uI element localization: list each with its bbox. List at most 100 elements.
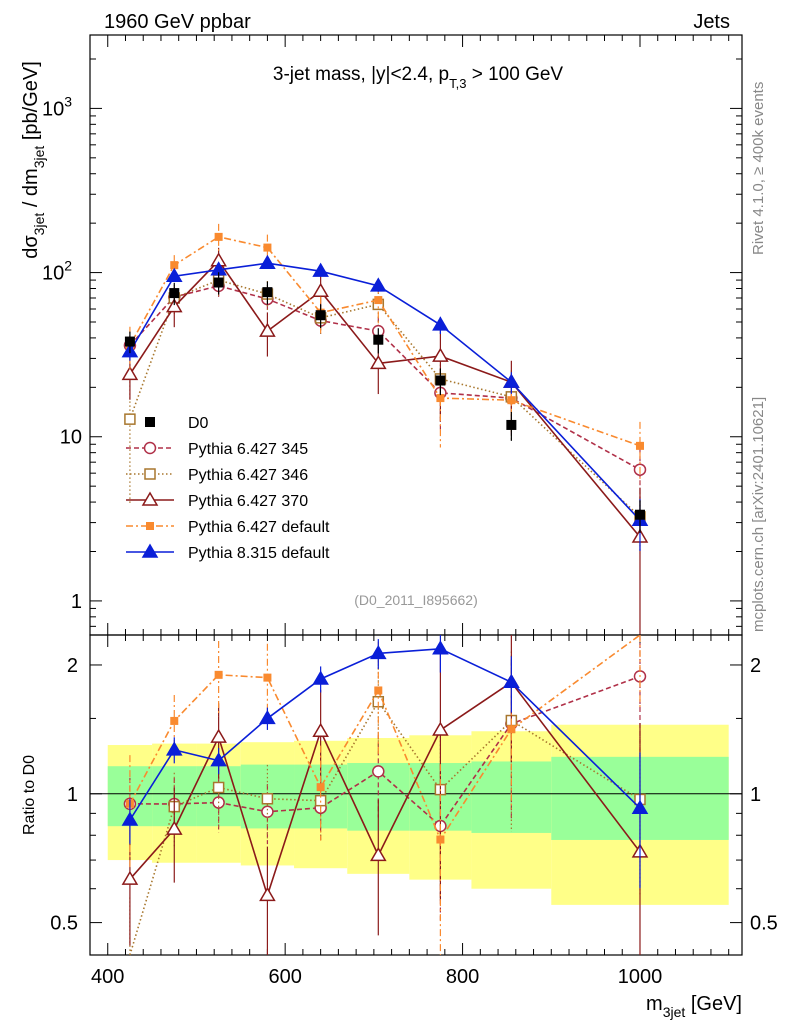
legend-item: D0 — [145, 415, 209, 432]
ratio-point — [316, 783, 325, 792]
legend-item: Pythia 6.427 346 — [126, 467, 308, 484]
data-point — [170, 261, 179, 270]
data-point — [374, 296, 383, 305]
legend-item: Pythia 6.427 345 — [126, 441, 308, 458]
data-point — [503, 373, 520, 388]
ratio-point — [212, 781, 225, 794]
ratio-point — [507, 725, 516, 734]
ratio-point — [369, 644, 387, 660]
data-point — [263, 243, 272, 252]
legend-marker — [145, 417, 155, 427]
data-point — [121, 365, 139, 381]
ratio-point — [312, 670, 329, 685]
ratio-series-3 — [125, 634, 641, 955]
d0-point — [262, 287, 273, 298]
d0-point — [213, 277, 224, 288]
x-tick-label: 400 — [91, 966, 124, 988]
legend-label: Pythia 6.427 345 — [188, 441, 308, 458]
d0-point — [435, 375, 446, 386]
ratio-point — [312, 722, 329, 738]
legend-item: Pythia 8.315 default — [126, 543, 330, 562]
data-point — [507, 396, 516, 405]
ratio-point — [261, 805, 274, 818]
d0-point — [373, 334, 384, 345]
y-tick-label: 102 — [42, 258, 72, 285]
d0-point — [169, 288, 180, 299]
ratio-tick-label-right: 1 — [750, 784, 761, 806]
data-point — [369, 277, 387, 292]
y-tick-label: 10 — [60, 427, 82, 449]
ratio-point — [214, 670, 223, 679]
data-point — [436, 394, 445, 403]
data-point — [259, 322, 276, 337]
legend-label: Pythia 6.427 346 — [188, 467, 308, 484]
ratio-point — [436, 835, 445, 844]
ratio-point — [210, 752, 227, 767]
ratio-point — [210, 728, 227, 743]
legend-label: Pythia 6.427 370 — [188, 493, 308, 510]
main-title: 3-jet mass, |y|<2.4, pT,3 > 100 GeV — [273, 64, 564, 91]
x-tick-label: 600 — [268, 966, 301, 988]
legend-marker — [141, 543, 159, 558]
ratio-series-line — [129, 634, 641, 842]
series-4 — [121, 254, 649, 551]
ratio-point — [170, 716, 179, 725]
ratio-point — [259, 709, 276, 725]
ratio-frame — [89, 634, 743, 956]
rivet-version-label: Rivet 4.1.0, ≥ 400k events — [750, 82, 767, 255]
ratio-point — [259, 886, 276, 902]
data-point — [165, 267, 183, 282]
ratio-point — [369, 846, 387, 862]
d0-point — [315, 310, 326, 321]
mcplots-label: mcplots.cern.ch [arXiv:2401.10621] — [750, 397, 767, 632]
ratio-series-line — [129, 675, 641, 828]
data-point — [312, 262, 329, 277]
legend-marker — [146, 522, 154, 530]
ratio-y-axis-label: Ratio to D0 — [21, 755, 38, 835]
ratio-point — [165, 820, 183, 835]
legend-marker — [144, 468, 156, 480]
ratio-panel: 400 600 800 1000 0.5 0.5 1 1 2 2 — [50, 634, 778, 988]
legend-label: D0 — [188, 415, 209, 432]
legend-marker — [143, 441, 157, 455]
x-axis-label: m3jet [GeV] — [646, 993, 742, 1020]
ratio-tick-label: 0.5 — [50, 913, 78, 935]
data-point — [124, 413, 136, 425]
data-point — [369, 354, 387, 370]
ratio-tick-label: 2 — [67, 655, 78, 677]
ratio-point — [372, 765, 385, 778]
ratio-point — [432, 721, 449, 736]
data-point — [214, 232, 223, 241]
legend-label: Pythia 8.315 default — [188, 545, 330, 562]
ratio-point — [631, 799, 649, 814]
ratio-point — [165, 741, 183, 756]
data-point — [432, 347, 449, 362]
data-point — [635, 441, 644, 450]
y-tick-label: 1 — [71, 591, 82, 613]
collider-label: 1960 GeV ppbar — [104, 11, 251, 33]
data-point — [165, 298, 183, 313]
legend: D0 Pythia 6.427 345 Pythia 6.427 346 Pythia… — [126, 415, 330, 562]
d0-point — [634, 509, 645, 520]
ratio-point — [374, 686, 383, 695]
main-panel: 1 10 102 103 — [42, 34, 743, 636]
data-point — [312, 282, 329, 297]
category-label: Jets — [693, 11, 730, 33]
series-d0 — [124, 272, 645, 533]
analysis-id: (D0_2011_I895662) — [354, 592, 478, 608]
legend-label: Pythia 6.427 default — [188, 519, 330, 536]
series-line — [129, 236, 641, 447]
legend-marker — [141, 491, 159, 506]
ratio-tick-label-right: 2 — [750, 655, 761, 677]
ratio-tick-label: 1 — [67, 784, 78, 806]
y-tick-label: 103 — [42, 93, 72, 120]
x-tick-label: 1000 — [618, 966, 663, 988]
d0-point — [124, 336, 135, 347]
ratio-tick-label-right: 0.5 — [750, 913, 778, 935]
legend-item: Pythia 6.427 default — [126, 519, 330, 536]
data-point — [432, 316, 449, 331]
x-tick-label: 800 — [446, 966, 479, 988]
data-point — [259, 254, 276, 269]
ratio-point — [432, 640, 449, 655]
